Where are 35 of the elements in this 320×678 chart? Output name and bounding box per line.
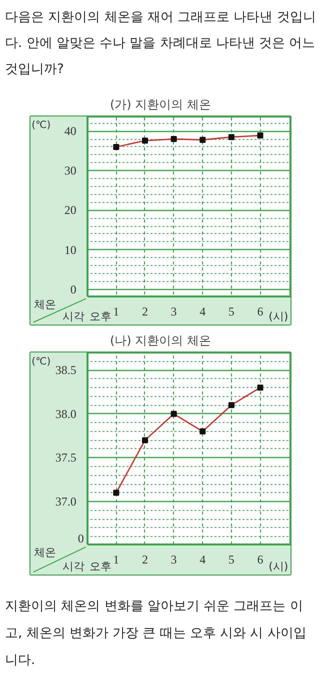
text: 지환이의 체온의 변화를 알아보기 쉬운 그래프는 이고, 체온의 변화가 가장 큰 때는 오후 시와 시 사이입니다. bbox=[5, 598, 308, 670]
y-tick-label: 0 bbox=[70, 282, 76, 296]
x-tick-label: 5 bbox=[228, 304, 234, 318]
y-tick-label: 38.5 bbox=[55, 363, 76, 378]
x-axis-title: (시) bbox=[268, 310, 288, 324]
text: 다음은 지환이의 체온을 재어 그래프로 나타낸 것입니다. 안에 알맞은 수나 말을 차례대로 나타낸 것은 어느 것입니까? bbox=[5, 9, 317, 79]
text: 오후 bbox=[90, 560, 112, 573]
text: 체온 bbox=[34, 546, 56, 560]
x-tick-label: 2 bbox=[142, 552, 148, 567]
x-axis-title: (시) bbox=[268, 560, 288, 573]
x-tick-label: 4 bbox=[200, 552, 206, 567]
y-tick-label: 38.0 bbox=[55, 406, 76, 421]
y-tick-label: 37.0 bbox=[55, 494, 76, 509]
text: 시각 bbox=[62, 310, 84, 324]
y-tick-label: 30 bbox=[64, 164, 76, 178]
text: 체온 bbox=[34, 298, 56, 311]
x-tick-label: 2 bbox=[142, 304, 148, 318]
x-tick-label: 3 bbox=[170, 304, 177, 318]
x-tick-label: 1 bbox=[113, 304, 120, 318]
x-tick-label: 3 bbox=[170, 552, 177, 567]
x-tick-label: 1 bbox=[113, 552, 120, 567]
chart-title: (나) 지환이의 체온 bbox=[110, 334, 212, 348]
y-axis-title: (℃) bbox=[32, 120, 51, 132]
x-tick-label: 5 bbox=[228, 552, 234, 567]
text: 시각 bbox=[62, 560, 84, 573]
y-tick-label: 40 bbox=[64, 124, 76, 138]
x-tick-label: 6 bbox=[257, 552, 264, 567]
y-tick-label: 10 bbox=[64, 242, 76, 257]
y-axis-title: (℃) bbox=[32, 356, 51, 368]
x-tick-label: 4 bbox=[200, 304, 206, 318]
chart-title: (가) 지환이의 체온 bbox=[110, 98, 212, 112]
text: 오후 bbox=[90, 310, 112, 324]
x-tick-label: 6 bbox=[257, 304, 264, 318]
y-tick-label: 37.5 bbox=[55, 450, 76, 465]
y-tick-label: 20 bbox=[64, 203, 76, 218]
